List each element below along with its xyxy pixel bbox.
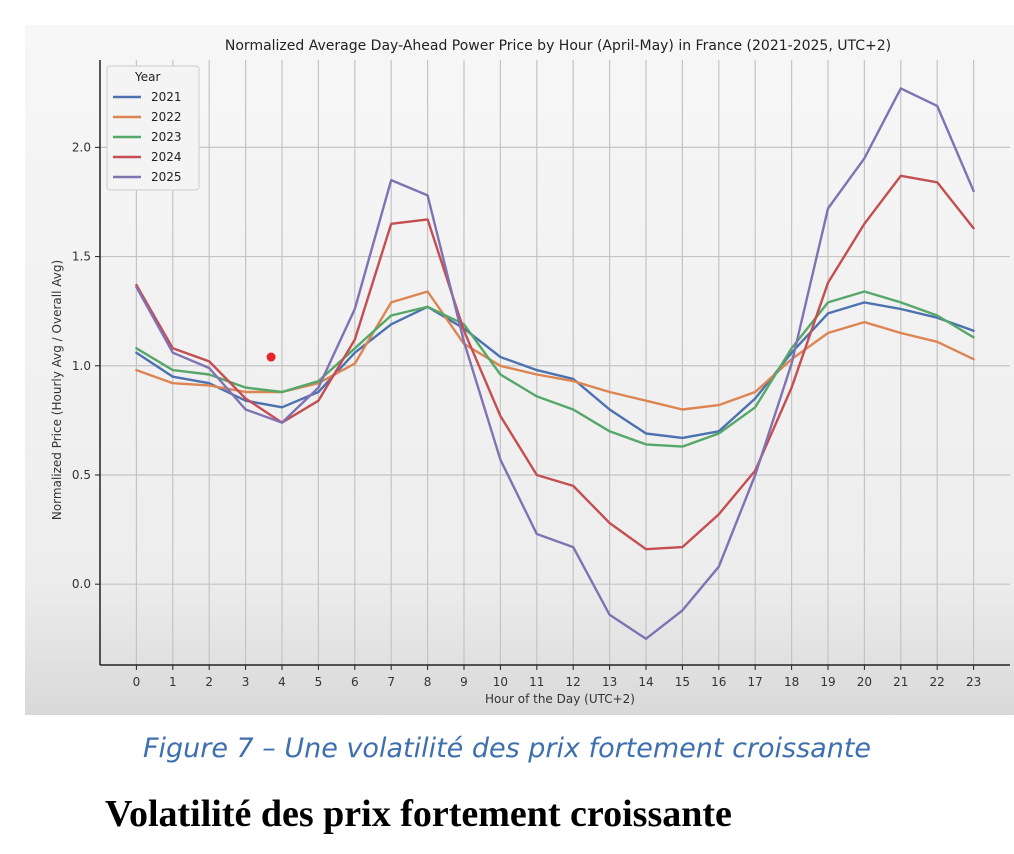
x-tick-label: 3 (242, 675, 250, 689)
legend-label-2024: 2024 (151, 150, 182, 164)
x-tick-label: 1 (169, 675, 177, 689)
x-tick-label: 10 (493, 675, 508, 689)
x-tick-label: 4 (278, 675, 286, 689)
tick-labels: 0 1 2 3 4 5 6 7 8 9 10 11 12 13 14 15 16 17 18 19 20 21 22 230.… (72, 140, 981, 689)
y-tick-label: 0.5 (72, 468, 91, 482)
grid (100, 60, 1010, 665)
x-tick-label: 12 (566, 675, 581, 689)
series-line-2023 (135, 290, 975, 448)
legend: Year 2021 2022 2023 2024 2025 (106, 65, 200, 191)
figure-caption: Figure 7 – Une volatilité des prix forte… (142, 733, 872, 764)
x-tick-label: 8 (424, 675, 432, 689)
axes (99, 60, 1010, 666)
x-tick-label: 20 (857, 675, 872, 689)
y-tick-label: 1.0 (72, 359, 91, 373)
x-tick-label: 16 (711, 675, 726, 689)
y-axis-title: Normalized Price (Hourly Avg / Overall A… (50, 260, 64, 520)
legend-label-2023: 2023 (151, 130, 182, 144)
x-tick-label: 13 (602, 675, 617, 689)
series-line-2021 (135, 301, 975, 440)
x-tick-label: 22 (930, 675, 945, 689)
legend-label-2021: 2021 (151, 90, 182, 104)
x-tick-label: 0 (133, 675, 141, 689)
x-tick-label: 15 (675, 675, 690, 689)
series-line-2024 (135, 174, 975, 551)
red-dot-marker (266, 352, 276, 362)
y-tick-label: 2.0 (72, 140, 91, 154)
x-tick-label: 5 (315, 675, 323, 689)
x-tick-label: 9 (460, 675, 468, 689)
series-line-2025 (135, 87, 975, 640)
chart-title: Normalized Average Day-Ahead Power Price… (225, 38, 891, 54)
y-tick-label: 0.0 (72, 577, 91, 591)
x-tick-label: 23 (966, 675, 981, 689)
line-chart: Normalized Average Day-Ahead Power Price… (50, 38, 1010, 706)
x-tick-label: 11 (529, 675, 544, 689)
legend-items: 2021 2022 2023 2024 2025 (113, 90, 182, 184)
chart-frame: Normalized Average Day-Ahead Power Price… (25, 25, 1014, 715)
x-tick-label: 7 (387, 675, 395, 689)
legend-label-2025: 2025 (151, 170, 182, 184)
x-tick-label: 21 (893, 675, 908, 689)
x-tick-label: 6 (351, 675, 359, 689)
x-tick-label: 14 (638, 675, 653, 689)
x-tick-label: 2 (205, 675, 213, 689)
page-heading: Volatilité des prix fortement croissante (105, 793, 732, 835)
x-tick-label: 18 (784, 675, 799, 689)
y-tick-label: 1.5 (72, 250, 91, 264)
x-axis-title: Hour of the Day (UTC+2) (485, 692, 635, 706)
series-lines (135, 87, 975, 640)
annotation-layer (266, 352, 276, 362)
x-tick-label: 19 (820, 675, 835, 689)
series-line-2022 (135, 290, 975, 411)
legend-label-2022: 2022 (151, 110, 182, 124)
x-tick-label: 17 (748, 675, 763, 689)
legend-title: Year (134, 70, 160, 84)
